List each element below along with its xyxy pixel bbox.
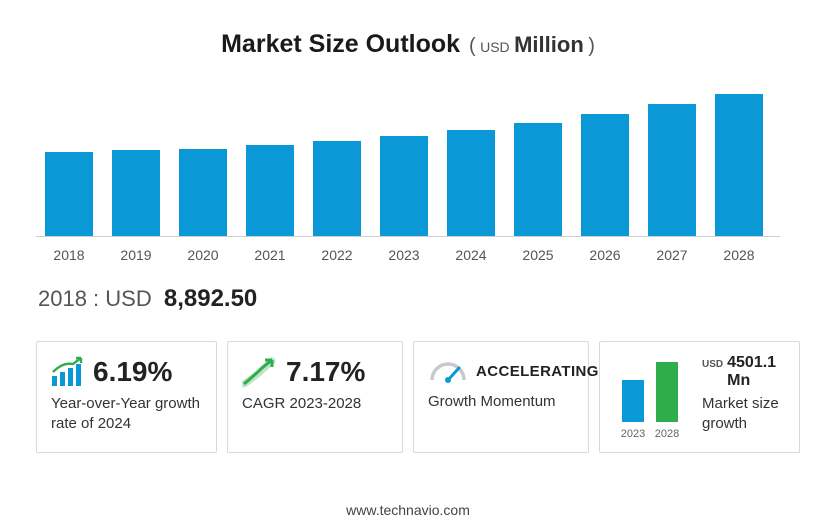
mini-bar	[622, 380, 644, 422]
title-paren-open: (	[469, 35, 476, 57]
chart-xlabel: 2018	[53, 247, 84, 263]
base-value: 8,892.50	[164, 285, 257, 312]
chart-bar	[581, 114, 629, 236]
chart-xlabel: 2019	[120, 247, 151, 263]
chart-bar	[447, 130, 495, 236]
chart-bar	[313, 141, 361, 236]
chart-bar	[648, 104, 696, 236]
title-million: Million	[514, 32, 584, 57]
footer-url: www.technavio.com	[0, 502, 816, 518]
arrow-growth-icon	[242, 356, 278, 388]
title-main: Market Size Outlook	[221, 30, 460, 58]
chart-xlabel: 2026	[589, 247, 620, 263]
card-cagr: 7.17% CAGR 2023-2028	[227, 341, 403, 453]
chart-bar	[715, 94, 763, 236]
chart-bar	[514, 123, 562, 237]
chart-xlabel: 2024	[455, 247, 486, 263]
chart-bar	[380, 136, 428, 236]
base-label: 2018 : USD	[38, 286, 152, 311]
cagr-sub: CAGR 2023-2028	[242, 394, 388, 414]
yoy-value: 6.19%	[93, 356, 172, 388]
chart-bar	[179, 149, 227, 236]
metric-cards: 6.19% Year-over-Year growth rate of 2024…	[36, 341, 780, 453]
msg-sub: Market size growth	[702, 394, 787, 433]
chart-bar	[45, 152, 93, 236]
chart-xlabel: 2020	[187, 247, 218, 263]
gauge-icon	[428, 356, 468, 386]
card-momentum: ACCELERATING Growth Momentum	[413, 341, 589, 453]
bar-chart-xaxis: 2018 2019 2020 2021 2022 2023 2024 2025 2026 2027…	[36, 245, 780, 267]
mini-xlabel: 2028	[655, 428, 679, 440]
chart-xlabel: 2022	[321, 247, 352, 263]
momentum-label: ACCELERATING	[476, 363, 599, 380]
mini-bar	[656, 362, 678, 422]
title-paren-close: )	[588, 35, 595, 57]
bar-chart	[36, 77, 780, 237]
chart-xlabel: 2027	[656, 247, 687, 263]
cagr-value: 7.17%	[286, 356, 365, 388]
chart-bar	[246, 145, 294, 236]
mini-bar-chart: 2023 2028	[612, 354, 692, 440]
card-yoy: 6.19% Year-over-Year growth rate of 2024	[36, 341, 217, 453]
chart-xlabel: 2023	[388, 247, 419, 263]
yoy-sub: Year-over-Year growth rate of 2024	[51, 394, 202, 435]
chart-xlabel: 2028	[723, 247, 754, 263]
card-market-size-growth: 2023 2028 USD 4501.1 Mn Market size growt…	[599, 341, 800, 453]
msg-usd: USD	[702, 359, 723, 370]
msg-value: 4501.1 Mn	[727, 354, 787, 390]
bar-growth-icon	[51, 356, 85, 388]
chart-bar	[112, 150, 160, 236]
title-usd: USD	[480, 39, 510, 55]
chart-title: Market Size Outlook ( USD Million )	[36, 30, 780, 59]
momentum-sub: Growth Momentum	[428, 392, 574, 412]
chart-xlabel: 2025	[522, 247, 553, 263]
chart-xlabel: 2021	[254, 247, 285, 263]
base-year-value: 2018 : USD 8,892.50	[38, 285, 780, 313]
mini-xlabel: 2023	[621, 428, 645, 440]
